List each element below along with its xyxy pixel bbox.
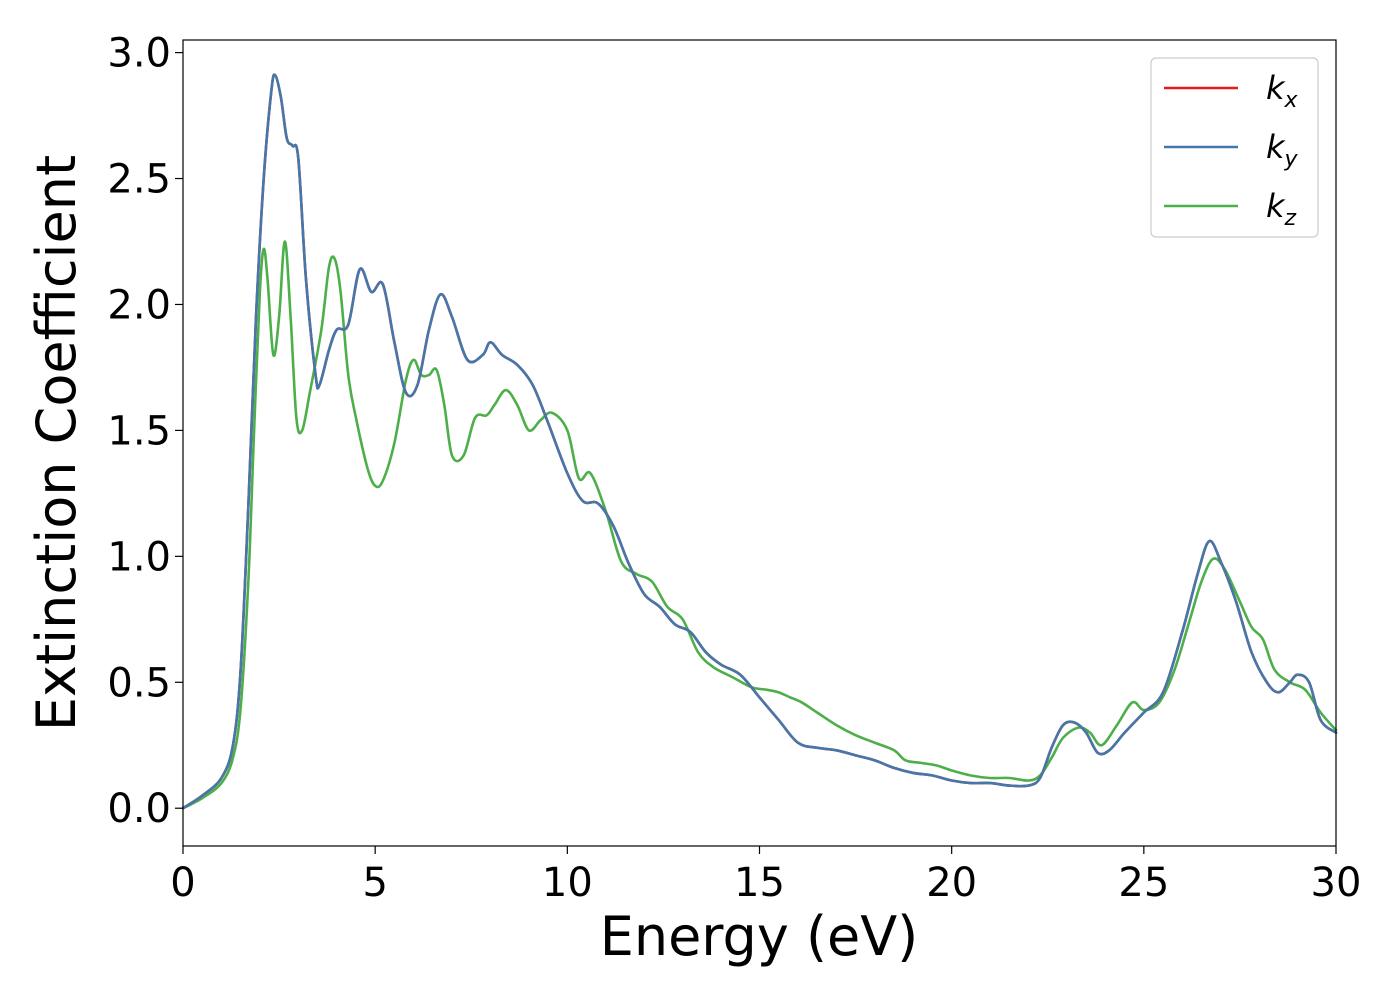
x-axis-label: Energy (eV)	[600, 905, 919, 968]
series-line-y	[181, 73, 1338, 810]
y-tick-label: 0.0	[107, 786, 171, 832]
y-tick-label: 2.0	[107, 282, 171, 328]
x-tick-label: 20	[926, 860, 977, 906]
series-line-z	[181, 240, 1338, 810]
y-axis-label: Extinction Coefficient	[25, 155, 88, 731]
x-tick-label: 15	[734, 860, 785, 906]
x-tick-label: 0	[170, 860, 195, 906]
y-tick-label: 0.5	[107, 660, 171, 706]
y-tick-label: 1.5	[107, 408, 171, 454]
legend-label-y: ky	[1266, 128, 1299, 172]
y-tick-label: 3.0	[107, 31, 171, 77]
x-axis-ticks: 0 5 10 15 20 25 30	[170, 846, 1361, 906]
legend-label-z: kz	[1266, 187, 1297, 231]
y-tick-label: 1.0	[107, 534, 171, 580]
series-lines	[181, 73, 1338, 810]
legend: kx ky kz	[1150, 57, 1319, 238]
y-axis-ticks: 0.0 0.5 1.0 1.5 2.0 2.5 3.0	[107, 31, 183, 832]
x-tick-label: 25	[1118, 860, 1169, 906]
x-tick-label: 5	[362, 860, 387, 906]
y-tick-label: 2.5	[107, 157, 171, 203]
legend-label-x: kx	[1266, 69, 1299, 113]
x-tick-label: 30	[1311, 860, 1362, 906]
x-tick-label: 10	[542, 860, 593, 906]
